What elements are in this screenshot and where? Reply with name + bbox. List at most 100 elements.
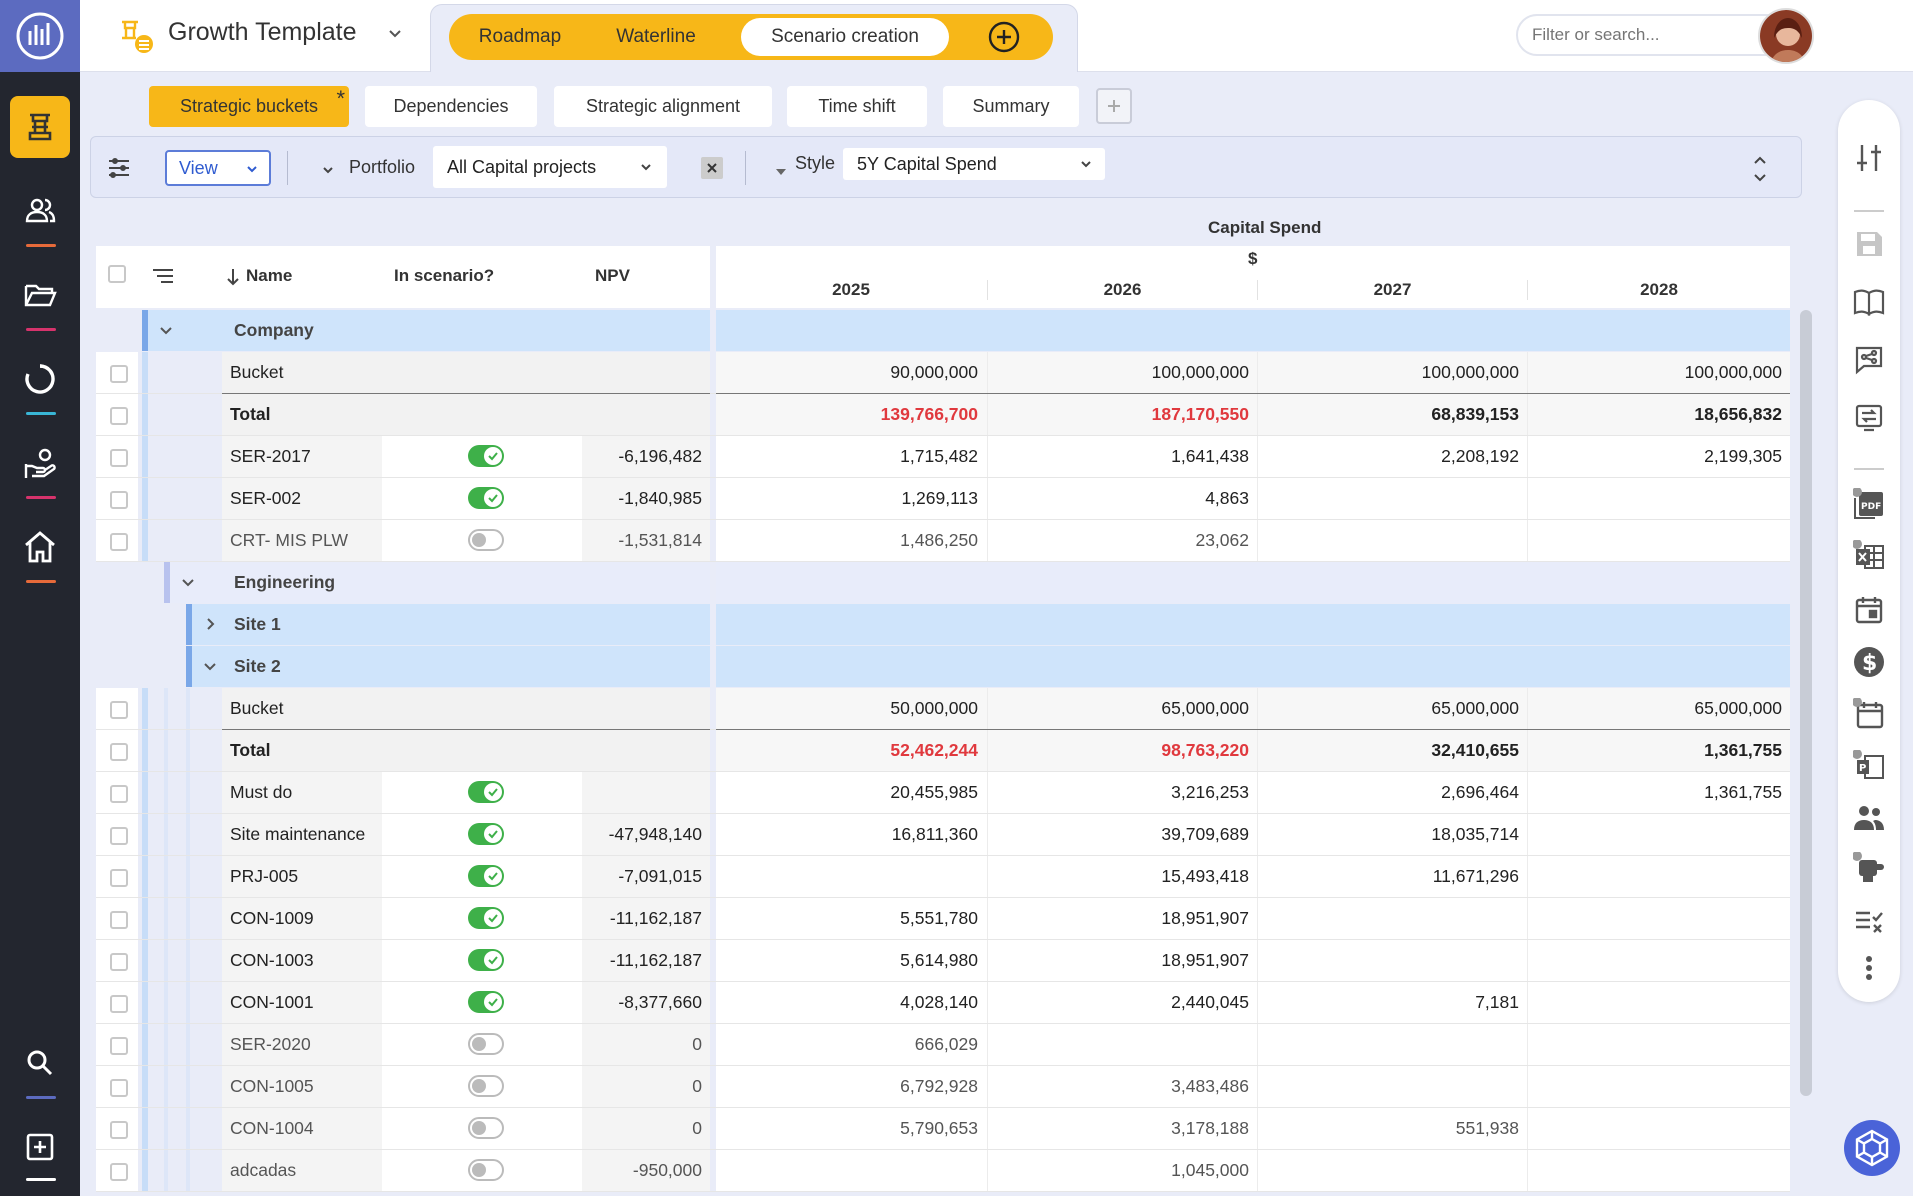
row-checkbox[interactable]: [110, 1079, 128, 1097]
spend-2026[interactable]: 1,641,438: [987, 436, 1257, 477]
spend-2026[interactable]: 1,045,000: [987, 1150, 1257, 1191]
chevron-right-icon[interactable]: [202, 616, 218, 637]
spend-2028[interactable]: [1527, 1108, 1790, 1149]
spend-2028[interactable]: [1527, 520, 1790, 561]
table-row[interactable]: CON-1003 -11,162,187 5,614,980 18,951,907: [96, 940, 1790, 982]
col-name-header[interactable]: Name: [246, 266, 293, 285]
table-row[interactable]: Total 52,462,244 98,763,220 32,410,655 1,361…: [96, 729, 1790, 772]
expand-collapse-icon[interactable]: [1751, 153, 1769, 190]
table-row[interactable]: SER-2020 0 666,029: [96, 1024, 1790, 1066]
spend-2028[interactable]: [1527, 898, 1790, 939]
spend-2026[interactable]: 187,170,550: [987, 394, 1257, 435]
row-checkbox[interactable]: [110, 743, 128, 761]
spend-2026[interactable]: 98,763,220: [987, 730, 1257, 771]
subtab-dependencies[interactable]: Dependencies: [365, 86, 537, 127]
row-checkbox[interactable]: [110, 491, 128, 509]
row-checkbox[interactable]: [110, 995, 128, 1013]
row-name[interactable]: Total: [230, 404, 271, 424]
spend-2026[interactable]: 18,951,907: [987, 898, 1257, 939]
spend-2025[interactable]: 6,792,928: [900, 1076, 978, 1096]
style-select[interactable]: 5Y Capital Spend: [843, 148, 1105, 180]
spend-2027[interactable]: [1257, 520, 1527, 561]
spend-2025[interactable]: 139,766,700: [880, 404, 978, 424]
chevron-down-icon[interactable]: [202, 658, 218, 679]
add-icon[interactable]: [10, 1116, 70, 1178]
spend-2028[interactable]: [1527, 1150, 1790, 1191]
in-scenario-toggle[interactable]: [468, 529, 504, 551]
spend-2027[interactable]: 551,938: [1257, 1108, 1527, 1149]
spend-2025[interactable]: 1,715,482: [900, 446, 978, 466]
spend-2025[interactable]: 4,028,140: [900, 992, 978, 1012]
year-header-2025[interactable]: 2025: [832, 280, 870, 299]
chevron-down-icon[interactable]: [180, 574, 196, 595]
row-name[interactable]: PRJ-005: [230, 866, 299, 886]
spend-2027[interactable]: 100,000,000: [1257, 352, 1527, 393]
spend-2027[interactable]: [1257, 940, 1527, 981]
table-row[interactable]: PRJ-005 -7,091,015 15,493,418 11,671,296: [96, 856, 1790, 898]
avatar[interactable]: [1758, 8, 1814, 64]
table-row[interactable]: SER-002 -1,840,985 1,269,113 4,863: [96, 478, 1790, 520]
spend-2026[interactable]: 100,000,000: [987, 352, 1257, 393]
spend-2027[interactable]: 65,000,000: [1257, 688, 1527, 729]
vertical-scrollbar[interactable]: [1800, 310, 1812, 1096]
adjust-icon[interactable]: [1853, 142, 1885, 174]
spend-2028[interactable]: 65,000,000: [1527, 688, 1790, 729]
subtab-summary[interactable]: Summary: [943, 86, 1079, 127]
add-scenario-icon[interactable]: [987, 20, 1021, 59]
logo-icon[interactable]: [0, 0, 80, 72]
select-all-checkbox[interactable]: [108, 265, 126, 283]
spend-2027[interactable]: [1257, 1066, 1527, 1107]
spend-2028[interactable]: [1527, 1024, 1790, 1065]
spend-2026[interactable]: 3,483,486: [987, 1066, 1257, 1107]
share-icon[interactable]: [1853, 344, 1885, 376]
spend-2028[interactable]: [1527, 982, 1790, 1023]
home-icon[interactable]: [10, 516, 70, 578]
tab-waterline[interactable]: Waterline: [616, 26, 696, 47]
spend-2025[interactable]: 16,811,360: [891, 824, 978, 844]
more-icon[interactable]: [1853, 952, 1885, 984]
folder-icon[interactable]: [10, 264, 70, 326]
group-row[interactable]: Site 1: [96, 604, 1790, 646]
row-checkbox[interactable]: [110, 785, 128, 803]
spend-2028[interactable]: [1527, 814, 1790, 855]
spend-2027[interactable]: 11,671,296: [1257, 856, 1527, 897]
in-scenario-toggle[interactable]: [468, 991, 504, 1013]
spend-2028[interactable]: 1,361,755: [1527, 772, 1790, 813]
row-checkbox[interactable]: [110, 365, 128, 383]
in-scenario-toggle[interactable]: [468, 823, 504, 845]
row-name[interactable]: SER-2020: [230, 1034, 311, 1054]
spend-2027[interactable]: 32,410,655: [1257, 730, 1527, 771]
year-header-2027[interactable]: 2027: [1257, 280, 1527, 300]
table-row[interactable]: CRT- MIS PLW -1,531,814 1,486,250 23,062: [96, 520, 1790, 562]
spend-2028[interactable]: [1527, 1066, 1790, 1107]
in-scenario-toggle[interactable]: [468, 487, 504, 509]
spend-2028[interactable]: [1527, 940, 1790, 981]
team-icon[interactable]: [1853, 802, 1885, 834]
col-npv-header[interactable]: NPV: [595, 266, 630, 285]
in-scenario-toggle[interactable]: [468, 1159, 504, 1181]
search-icon[interactable]: [10, 1032, 70, 1094]
spend-2027[interactable]: [1257, 478, 1527, 519]
col-in-scenario-header[interactable]: In scenario?: [394, 266, 495, 285]
schedule-export-icon[interactable]: [1853, 698, 1885, 730]
sort-desc-icon[interactable]: [226, 268, 240, 291]
compare-icon[interactable]: [1853, 402, 1885, 434]
table-row[interactable]: CON-1005 0 6,792,928 3,483,486: [96, 1066, 1790, 1108]
table-row[interactable]: CON-1001 -8,377,660 4,028,140 2,440,045 7,18…: [96, 982, 1790, 1024]
spend-2025[interactable]: [716, 1150, 986, 1191]
group-row[interactable]: Company: [96, 310, 1790, 352]
spend-2026[interactable]: [987, 1024, 1257, 1065]
chevron-down-icon[interactable]: [386, 24, 404, 47]
in-scenario-toggle[interactable]: [468, 1117, 504, 1139]
table-row[interactable]: SER-2017 -6,196,482 1,715,482 1,641,438 2,20…: [96, 436, 1790, 478]
year-header-2028[interactable]: 2028: [1527, 280, 1790, 300]
table-row[interactable]: Bucket 90,000,000 100,000,000 100,000,000 10…: [96, 352, 1790, 394]
spend-2028[interactable]: 2,199,305: [1527, 436, 1790, 477]
checklist-icon[interactable]: [1853, 904, 1885, 936]
view-select[interactable]: View: [165, 150, 271, 186]
table-row[interactable]: Total 139,766,700 187,170,550 68,839,153 18,…: [96, 393, 1790, 436]
row-checkbox[interactable]: [110, 533, 128, 551]
spend-2025[interactable]: [716, 856, 986, 897]
investment-icon[interactable]: [10, 432, 70, 494]
resource-icon[interactable]: [1853, 852, 1885, 884]
